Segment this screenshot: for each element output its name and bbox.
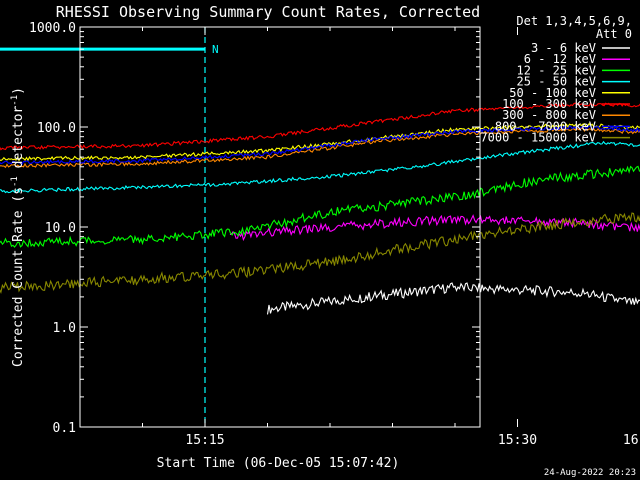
legend-label: 800 - 7000 keV [495,119,596,133]
legend-label: 300 - 800 keV [502,108,596,122]
y-axis-label-exponent: -1 [10,95,20,106]
series-line-7000-15000-kev [0,212,640,295]
legend-label: 7000 - 15000 keV [480,131,596,145]
chart-title: RHESSI Observing Summary Count Rates, Co… [56,3,480,21]
y-tick-label: 1000.0 [29,21,76,36]
legend-label: 25 - 50 keV [517,75,596,89]
y-axis-label-part: detector [11,106,26,177]
series-line-50-100-kev [0,122,640,162]
y-axis-label: Corrected Count Rate (s-1 detector-1) [10,87,26,367]
y-tick-label: 10.0 [45,221,76,236]
series-layer [0,101,640,315]
y-tick-label: 1.0 [53,321,76,336]
series-line-100-300-kev [0,101,640,151]
series-line-800-7000-kev [0,124,640,166]
x-tick-label: 15:15 [185,433,224,448]
annotations-layer: NS [0,27,219,427]
series-line-6-12-kev [229,214,640,242]
series-line-12-25-kev [0,165,640,248]
series-line-25-50-kev [0,140,640,194]
legend-header-line-2: Att 0 [596,27,632,41]
night-marker-label: N [212,43,219,56]
x-tick-label: 16:00 [623,433,640,448]
legend-label: 12 - 25 keV [517,63,596,77]
y-tick-label: 0.1 [53,421,76,436]
y-axis-label-part: ) [11,87,26,95]
y-axis-label-exponent: -1 [10,176,20,187]
legend-label: 3 - 6 keV [531,41,596,55]
x-axis-label: Start Time (06-Dec-05 15:07:42) [157,456,400,471]
y-axis-label-part: Corrected Count Rate (s [11,187,26,367]
legend-label: 50 - 100 keV [509,86,596,100]
series-line-300-800-kev [0,127,640,169]
plot-timestamp: 24-Aug-2022 20:23 [544,468,636,478]
legend-header-line-1: Det 1,3,4,5,6,9, [516,14,632,28]
x-tick-label: 15:30 [498,433,537,448]
legend-label: 100 - 300 keV [502,97,596,111]
series-line-3-6-kev [266,282,640,315]
legend-label: 6 - 12 keV [524,52,596,66]
y-tick-label: 100.0 [37,121,76,136]
axes-layer: 15:1515:3015:4516:0016:1516:3016:450.11.… [29,21,640,448]
